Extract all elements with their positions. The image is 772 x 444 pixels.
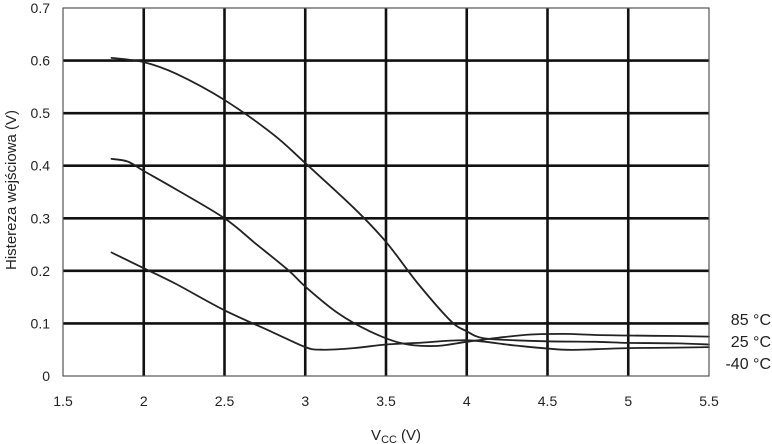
y-tick-label: 0.6 bbox=[31, 53, 51, 69]
y-tick-label: 0.5 bbox=[31, 105, 51, 121]
x-tick-label: 1.5 bbox=[53, 393, 73, 409]
x-axis-title-unit: (V) bbox=[401, 427, 421, 444]
x-tick-label: 3 bbox=[301, 393, 309, 409]
series-label: 85 °C bbox=[731, 312, 771, 329]
x-tick-label: 4 bbox=[463, 393, 471, 409]
y-tick-label: 0.1 bbox=[31, 315, 51, 331]
grid bbox=[63, 8, 709, 376]
series-line bbox=[110, 251, 710, 351]
plot-frame bbox=[62, 7, 710, 377]
series-line bbox=[110, 158, 710, 347]
x-tick-label: 2 bbox=[140, 393, 148, 409]
y-tick-label: 0 bbox=[42, 368, 50, 384]
y-axis-title: Histereza wejściowa (V) bbox=[3, 110, 20, 270]
x-tick-label: 4.5 bbox=[538, 393, 558, 409]
series-line bbox=[110, 57, 710, 346]
x-tick-label: 5.5 bbox=[699, 393, 719, 409]
x-axis-title-subscript: CC bbox=[381, 434, 397, 444]
x-tick-label: 5 bbox=[624, 393, 632, 409]
x-tick-label: 3.5 bbox=[376, 393, 396, 409]
series-label: 25 °C bbox=[731, 334, 771, 351]
x-tick-labels: 1.5 2 2.5 3 3.5 4 4.5 5 5.5 bbox=[53, 393, 719, 409]
y-tick-label: 0.7 bbox=[31, 0, 51, 16]
series-labels: 85 °C 25 °C -40 °C bbox=[725, 312, 771, 373]
x-axis-title: VCC (V) bbox=[371, 427, 421, 444]
x-tick-label: 2.5 bbox=[215, 393, 235, 409]
y-tick-label: 0.2 bbox=[31, 263, 51, 279]
x-axis-title-main: V bbox=[371, 427, 381, 444]
series-curves bbox=[110, 57, 710, 351]
y-tick-label: 0.4 bbox=[31, 158, 51, 174]
y-tick-labels: 0 0.1 0.2 0.3 0.4 0.5 0.6 0.7 bbox=[31, 0, 51, 384]
y-tick-label: 0.3 bbox=[31, 210, 51, 226]
series-label: -40 °C bbox=[725, 356, 771, 373]
